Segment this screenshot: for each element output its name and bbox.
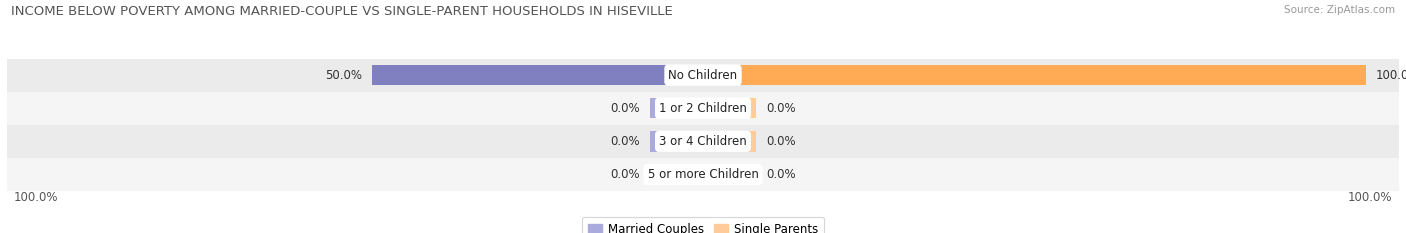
Legend: Married Couples, Single Parents: Married Couples, Single Parents	[582, 217, 824, 233]
Text: 1 or 2 Children: 1 or 2 Children	[659, 102, 747, 115]
Text: 0.0%: 0.0%	[766, 168, 796, 181]
Bar	[650, 164, 703, 185]
Text: 0.0%: 0.0%	[610, 102, 640, 115]
Bar	[7, 158, 1399, 191]
Bar	[703, 131, 756, 152]
Text: 0.0%: 0.0%	[766, 102, 796, 115]
Bar	[650, 98, 703, 119]
Bar	[703, 164, 756, 185]
Text: 100.0%: 100.0%	[1376, 69, 1406, 82]
Text: 5 or more Children: 5 or more Children	[648, 168, 758, 181]
Text: 0.0%: 0.0%	[610, 168, 640, 181]
Text: 50.0%: 50.0%	[325, 69, 361, 82]
Text: INCOME BELOW POVERTY AMONG MARRIED-COUPLE VS SINGLE-PARENT HOUSEHOLDS IN HISEVIL: INCOME BELOW POVERTY AMONG MARRIED-COUPL…	[11, 5, 673, 18]
Text: 100.0%: 100.0%	[14, 191, 58, 204]
Text: No Children: No Children	[668, 69, 738, 82]
Text: Source: ZipAtlas.com: Source: ZipAtlas.com	[1284, 5, 1395, 15]
Text: 3 or 4 Children: 3 or 4 Children	[659, 135, 747, 148]
Bar	[7, 58, 1399, 92]
Bar	[703, 65, 1365, 85]
Text: 100.0%: 100.0%	[1348, 191, 1392, 204]
Bar	[7, 125, 1399, 158]
Text: 0.0%: 0.0%	[766, 135, 796, 148]
Bar	[703, 98, 756, 119]
Bar	[7, 92, 1399, 125]
Bar	[371, 65, 703, 85]
Bar	[650, 131, 703, 152]
Text: 0.0%: 0.0%	[610, 135, 640, 148]
